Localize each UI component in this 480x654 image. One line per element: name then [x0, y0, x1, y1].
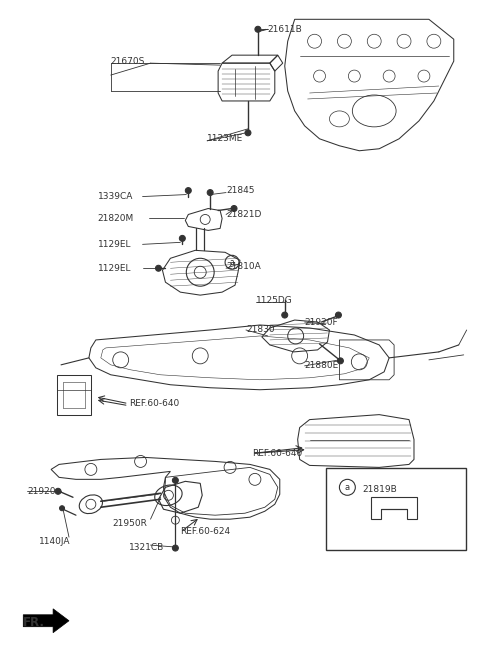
Text: 1140JA: 1140JA: [39, 536, 71, 545]
Text: 21810A: 21810A: [226, 262, 261, 271]
Text: 21819B: 21819B: [362, 485, 397, 494]
Text: a: a: [345, 483, 350, 492]
Text: 21920F: 21920F: [305, 318, 338, 326]
Text: 1129EL: 1129EL: [98, 240, 132, 249]
Text: 1321CB: 1321CB: [129, 543, 164, 551]
Text: 21820M: 21820M: [98, 214, 134, 223]
Text: 1125DG: 1125DG: [256, 296, 293, 305]
Circle shape: [156, 266, 161, 271]
Text: 21830: 21830: [246, 326, 275, 334]
Text: 21950R: 21950R: [113, 519, 148, 528]
Circle shape: [172, 545, 179, 551]
Circle shape: [282, 312, 288, 318]
Text: REF.60-640: REF.60-640: [252, 449, 302, 458]
Circle shape: [185, 188, 192, 194]
Text: REF.60-640: REF.60-640: [129, 399, 179, 408]
Text: 21845: 21845: [226, 186, 254, 195]
Text: 1339CA: 1339CA: [98, 192, 133, 201]
Text: 21920: 21920: [27, 487, 56, 496]
Polygon shape: [23, 609, 69, 632]
Circle shape: [255, 26, 261, 32]
Text: REF.60-624: REF.60-624: [180, 526, 230, 536]
Text: FR.: FR.: [23, 616, 45, 629]
Circle shape: [207, 190, 213, 196]
Text: 1129EL: 1129EL: [98, 264, 132, 273]
Circle shape: [245, 130, 251, 136]
Text: 21670S: 21670S: [111, 57, 145, 65]
Text: 21880E: 21880E: [305, 361, 339, 370]
Circle shape: [180, 235, 185, 241]
Text: a: a: [229, 258, 234, 267]
Circle shape: [60, 506, 64, 511]
Circle shape: [336, 312, 341, 318]
Circle shape: [172, 477, 179, 483]
Text: 1123ME: 1123ME: [207, 134, 243, 143]
Circle shape: [55, 489, 61, 494]
Circle shape: [231, 205, 237, 211]
Text: 21611B: 21611B: [268, 25, 302, 34]
Circle shape: [337, 358, 343, 364]
Text: 21821D: 21821D: [226, 210, 262, 219]
